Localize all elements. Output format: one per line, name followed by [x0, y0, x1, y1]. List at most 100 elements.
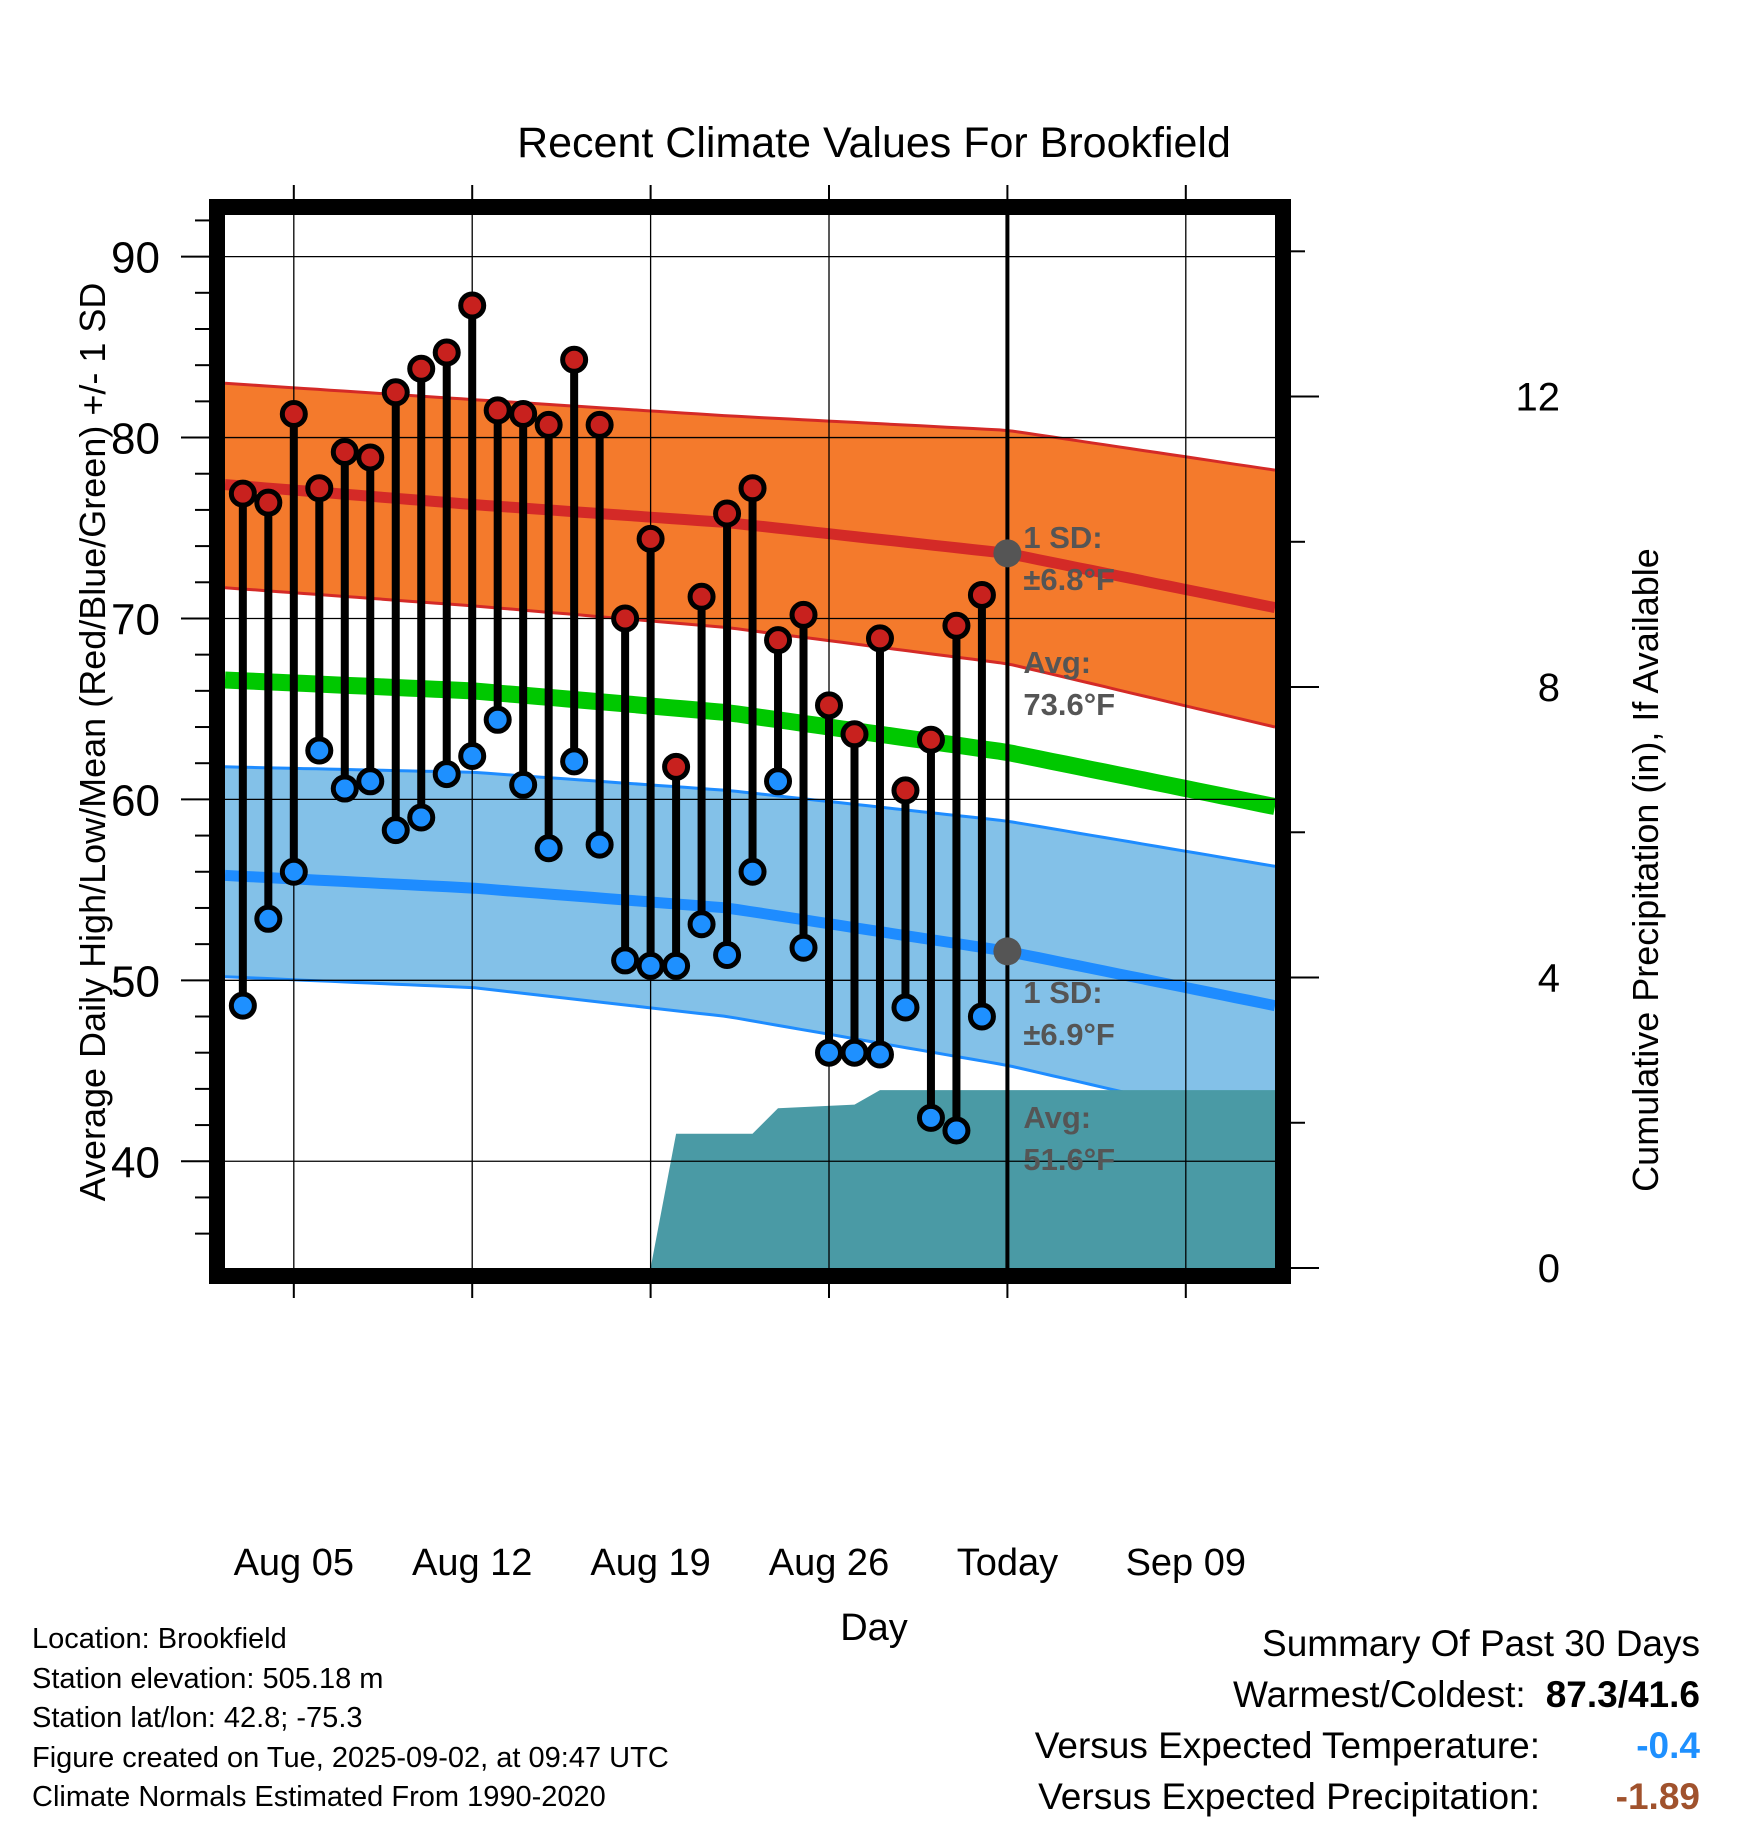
high-temp-point	[585, 410, 614, 439]
low-sd-band	[225, 766, 1275, 1127]
x-tick-label: Aug 19	[590, 1542, 710, 1584]
low-temp-point	[228, 991, 257, 1020]
high-temp-point	[611, 604, 640, 633]
warmest-value: 87.3/41.6	[1545, 1674, 1700, 1715]
low-avg-value: 51.6°F	[1023, 1142, 1115, 1177]
location-text: Location: Brookfield	[32, 1623, 287, 1655]
plot-frame	[209, 199, 1291, 1284]
high-avg-value: 73.6°F	[1023, 687, 1115, 722]
high-temp-point	[942, 611, 971, 640]
low-temp-point	[789, 933, 818, 962]
low-temp-point	[687, 910, 716, 939]
high-temp-point	[687, 582, 716, 611]
y-tick-label: 40	[111, 1138, 160, 1187]
today-high-avg-dot	[993, 539, 1022, 568]
high-temp-point	[330, 438, 359, 467]
high-temp-point	[305, 474, 334, 503]
low-sd-lower-edge	[225, 975, 1275, 1129]
low-temp-point	[585, 830, 614, 859]
y-tick-label: 90	[111, 234, 160, 283]
days-count-label: 30	[1011, 1380, 1049, 1418]
low-temp-point	[815, 1038, 844, 1067]
station-info: Location: Brookfield Station elevation: …	[32, 1620, 669, 1818]
high-temp-point	[789, 600, 818, 629]
y2-tick-label: 4	[1538, 957, 1560, 1001]
high-temp-point	[254, 488, 283, 517]
low-temp-point	[942, 1116, 971, 1145]
low-temp-point	[738, 857, 767, 886]
low-temp-point	[636, 951, 665, 980]
y2-tick-label: 0	[1538, 1247, 1560, 1291]
precip-area	[650, 1090, 1275, 1268]
low-normal-line	[225, 869, 1275, 1012]
high-temp-point	[815, 691, 844, 720]
low-temp-point	[916, 1103, 945, 1132]
high-temp-point	[534, 410, 563, 439]
high-temp-point	[279, 400, 308, 429]
temp-value: -0.4	[1636, 1725, 1700, 1766]
y-tick-label: 70	[111, 595, 160, 644]
low-sd-value: ±6.9°F	[1023, 1017, 1114, 1052]
low-temp-point	[279, 857, 308, 886]
low-temp-point	[560, 747, 589, 776]
low-temp-point	[381, 816, 410, 845]
high-sd-label: 1 SD:	[1023, 520, 1102, 555]
low-temp-point	[713, 940, 742, 969]
high-temp-point	[967, 580, 996, 609]
low-temp-point	[432, 760, 461, 789]
x-tick-label: Sep 09	[1126, 1542, 1246, 1584]
low-temp-point	[509, 770, 538, 799]
summary-warmest-row: Warmest/Coldest: 87.3/41.6	[1035, 1669, 1700, 1720]
latlon-text: Station lat/lon: 42.8; -75.3	[32, 1702, 363, 1734]
days-word-label: Days	[1011, 1422, 1092, 1460]
high-temp-point	[407, 354, 436, 383]
summary-panel: Summary Of Past 30 Days Warmest/Coldest:…	[1035, 1618, 1700, 1822]
summary-heading: Summary Of Past 30 Days	[1262, 1623, 1700, 1664]
high-temp-point	[356, 443, 385, 472]
high-temp-point	[636, 524, 665, 553]
precip-value: -1.89	[1615, 1776, 1700, 1817]
y-tick-label: 60	[111, 776, 160, 825]
elevation-text: Station elevation: 505.18 m	[32, 1662, 384, 1695]
y-tick-label: 80	[111, 415, 160, 464]
high-temp-point	[662, 752, 691, 781]
x-axis-label: Day	[840, 1607, 908, 1649]
high-sd-value: ±6.8°F	[1023, 562, 1114, 597]
x-tick-label: Aug 26	[769, 1542, 889, 1584]
created-text: Figure created on Tue, 2025-09-02, at 09…	[32, 1741, 669, 1774]
x-tick-label: Aug 05	[234, 1542, 354, 1584]
low-temp-point	[483, 705, 512, 734]
low-temp-point	[254, 904, 283, 933]
low-temp-point	[764, 767, 793, 796]
high-temp-point	[764, 626, 793, 655]
low-temp-point	[305, 736, 334, 765]
high-temp-point	[840, 720, 869, 749]
high-temp-point	[381, 378, 410, 407]
high-avg-label: Avg:	[1023, 645, 1091, 680]
low-temp-point	[330, 774, 359, 803]
high-temp-point	[891, 776, 920, 805]
summary-temp-row: Versus Expected Temperature: -0.4	[1035, 1720, 1700, 1771]
low-temp-point	[967, 1002, 996, 1031]
low-temp-point	[611, 946, 640, 975]
summary-precip-row: Versus Expected Precipitation: -1.89	[1035, 1771, 1700, 1822]
low-avg-label: Avg:	[1023, 1100, 1091, 1135]
y2-axis-label: Cumulative Precipitation (in), If Availa…	[1625, 548, 1666, 1192]
y-tick-label: 50	[111, 957, 160, 1006]
high-temp-point	[738, 474, 767, 503]
precip-label: Versus Expected Precipitation:	[1038, 1776, 1540, 1817]
low-temp-point	[840, 1038, 869, 1067]
low-temp-point	[407, 803, 436, 832]
low-temp-point	[891, 993, 920, 1022]
high-temp-point	[432, 338, 461, 367]
low-temp-point	[356, 767, 385, 796]
low-temp-point	[662, 951, 691, 980]
low-temp-point	[534, 834, 563, 863]
x-tick-label: Today	[957, 1542, 1058, 1584]
high-temp-point	[228, 479, 257, 508]
high-temp-point	[916, 725, 945, 754]
high-temp-point	[509, 400, 538, 429]
high-temp-point	[560, 345, 589, 374]
